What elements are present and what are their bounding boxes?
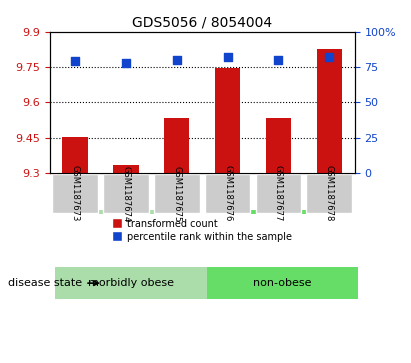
FancyBboxPatch shape <box>205 210 352 214</box>
Text: morbidly obese: morbidly obese <box>88 278 174 288</box>
Title: GDS5056 / 8054004: GDS5056 / 8054004 <box>132 15 272 29</box>
Bar <box>215 68 240 174</box>
Legend: transformed count, percentile rank within the sample: transformed count, percentile rank withi… <box>109 215 296 245</box>
FancyBboxPatch shape <box>306 174 352 213</box>
FancyBboxPatch shape <box>52 174 98 213</box>
FancyBboxPatch shape <box>55 267 206 299</box>
Point <box>275 57 282 63</box>
FancyBboxPatch shape <box>52 210 200 214</box>
Text: GSM1187677: GSM1187677 <box>274 166 283 222</box>
Point <box>173 57 180 63</box>
Bar <box>113 165 139 174</box>
FancyBboxPatch shape <box>154 174 200 213</box>
FancyBboxPatch shape <box>103 174 149 213</box>
FancyBboxPatch shape <box>206 267 358 299</box>
Bar <box>266 118 291 174</box>
FancyBboxPatch shape <box>256 174 301 213</box>
Point <box>122 60 129 66</box>
Point <box>224 54 231 60</box>
Bar <box>164 118 189 174</box>
Text: GSM1187675: GSM1187675 <box>172 166 181 222</box>
Point <box>72 58 79 64</box>
Text: GSM1187674: GSM1187674 <box>121 166 130 222</box>
Text: GSM1187676: GSM1187676 <box>223 166 232 222</box>
Point <box>326 54 332 60</box>
Text: GSM1187673: GSM1187673 <box>71 166 79 222</box>
Text: disease state: disease state <box>8 278 98 288</box>
FancyBboxPatch shape <box>205 174 250 213</box>
Bar <box>316 49 342 174</box>
Text: GSM1187678: GSM1187678 <box>325 166 334 222</box>
Text: non-obese: non-obese <box>253 278 311 288</box>
Bar <box>62 137 88 174</box>
